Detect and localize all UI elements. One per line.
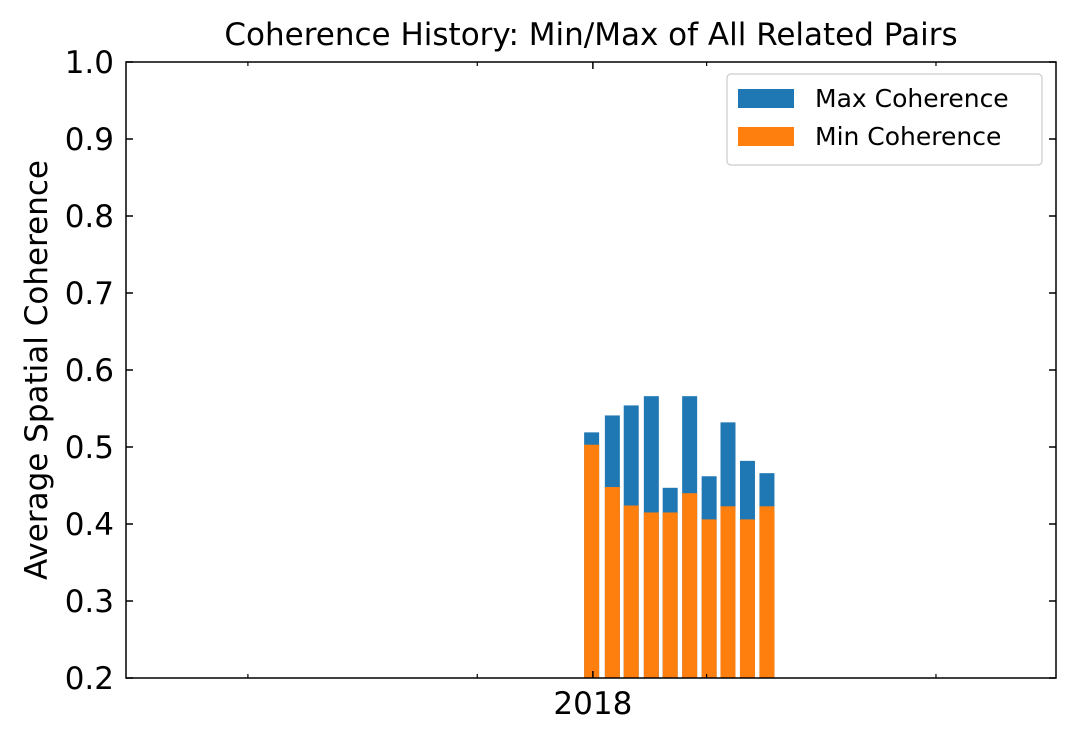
legend-label: Min Coherence xyxy=(815,122,1001,151)
bar-min-coherence xyxy=(682,493,698,678)
legend-swatch xyxy=(738,127,794,146)
bar-min-coherence xyxy=(643,512,659,678)
bar-min-coherence xyxy=(584,444,600,678)
legend-label: Max Coherence xyxy=(815,84,1009,113)
y-tick-label: 0.9 xyxy=(65,122,114,158)
bar-min-coherence xyxy=(759,506,775,678)
legend: Max Coherence Min Coherence xyxy=(726,73,1043,166)
y-tick-label: 0.2 xyxy=(65,661,114,697)
bar-min-coherence xyxy=(720,506,736,678)
y-tick-label: 0.5 xyxy=(65,430,114,466)
bar-min-coherence xyxy=(662,512,678,678)
bar-min-coherence xyxy=(623,505,639,678)
legend-box xyxy=(726,73,1043,166)
y-tick-label: 1.0 xyxy=(65,45,114,81)
y-tick-label: 0.6 xyxy=(65,353,114,389)
chart-title: Coherence History: Min/Max of All Relate… xyxy=(224,17,957,53)
legend-swatch xyxy=(738,89,794,108)
bar-min-coherence xyxy=(604,487,620,678)
bar-min-coherence xyxy=(701,519,717,678)
y-axis-label: Average Spatial Coherence xyxy=(19,160,55,580)
y-tick-label: 0.3 xyxy=(65,584,114,620)
y-tick-label: 0.4 xyxy=(65,507,114,543)
bar-min-coherence xyxy=(739,519,755,678)
plot-frame xyxy=(125,61,1057,679)
ticks-layer: 0.2 0.3 0.4 0.5 0.6 0.7 0.8 0.9 1.0 2018 xyxy=(65,45,1056,722)
x-tick-label: 2018 xyxy=(553,686,632,722)
y-tick-label: 0.7 xyxy=(65,276,114,312)
y-tick-label: 0.8 xyxy=(65,199,114,235)
bars-layer xyxy=(584,396,775,678)
